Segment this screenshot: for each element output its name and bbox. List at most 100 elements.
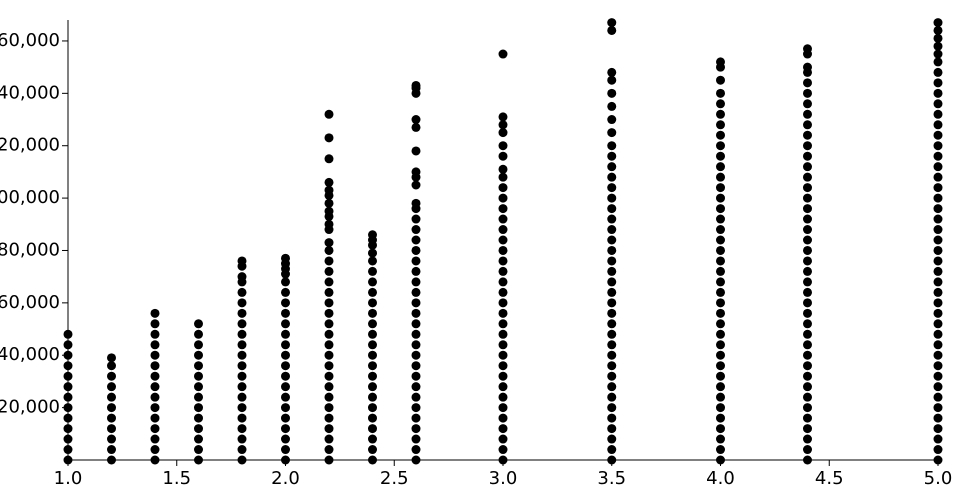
point <box>324 206 334 216</box>
point <box>281 424 290 434</box>
point <box>194 319 203 329</box>
point <box>607 445 617 455</box>
point <box>411 403 421 413</box>
point <box>150 434 160 444</box>
point <box>411 382 421 392</box>
point <box>933 204 943 214</box>
point <box>237 287 247 297</box>
point <box>411 340 421 350</box>
point <box>803 277 812 287</box>
point <box>803 193 812 203</box>
point <box>281 413 290 423</box>
point <box>411 180 421 190</box>
point <box>498 151 508 161</box>
point <box>411 266 421 276</box>
point <box>803 445 812 455</box>
point <box>150 361 160 371</box>
y-tick-label: 40,000 <box>0 344 60 365</box>
point <box>281 298 290 308</box>
point <box>281 434 290 444</box>
point <box>607 115 617 125</box>
point <box>803 350 812 360</box>
point <box>716 183 725 193</box>
point <box>368 319 377 329</box>
point <box>498 112 508 122</box>
point <box>607 424 617 434</box>
point <box>63 413 73 423</box>
point <box>324 350 334 360</box>
point <box>63 382 73 392</box>
point <box>324 198 334 208</box>
point <box>324 361 334 371</box>
point <box>803 371 812 381</box>
point <box>411 434 421 444</box>
point <box>107 392 116 402</box>
point <box>498 245 508 255</box>
point <box>716 99 725 109</box>
point <box>803 319 812 329</box>
point <box>933 319 943 329</box>
point <box>803 99 812 109</box>
point <box>498 424 508 434</box>
point <box>498 298 508 308</box>
point <box>63 403 73 413</box>
point <box>933 350 943 360</box>
point <box>281 277 290 287</box>
point <box>716 424 725 434</box>
y-tick-label: 60,000 <box>0 292 60 313</box>
point <box>107 424 116 434</box>
point <box>411 198 421 208</box>
point <box>368 298 377 308</box>
point <box>411 225 421 235</box>
point <box>498 403 508 413</box>
point <box>150 392 160 402</box>
point <box>607 67 617 77</box>
point <box>716 455 725 465</box>
point <box>498 340 508 350</box>
point <box>803 361 812 371</box>
point <box>150 319 160 329</box>
point <box>933 151 943 161</box>
point <box>411 256 421 266</box>
point <box>803 88 812 98</box>
point <box>150 455 160 465</box>
point <box>803 266 812 276</box>
point <box>933 41 943 51</box>
point <box>716 340 725 350</box>
point <box>716 308 725 318</box>
point <box>368 350 377 360</box>
point <box>933 256 943 266</box>
x-tick-label: 4.5 <box>815 468 844 489</box>
point <box>63 340 73 350</box>
point <box>194 434 203 444</box>
point <box>933 455 943 465</box>
point <box>933 18 943 28</box>
point <box>324 319 334 329</box>
point <box>411 329 421 339</box>
point <box>281 319 290 329</box>
point <box>237 350 247 360</box>
point <box>368 329 377 339</box>
point <box>150 424 160 434</box>
point <box>716 75 725 85</box>
y-tick-label: 160,000 <box>0 30 60 51</box>
point <box>933 172 943 182</box>
point <box>803 44 812 54</box>
point <box>324 371 334 381</box>
point <box>607 382 617 392</box>
point <box>933 413 943 423</box>
x-tick-label: 2.0 <box>271 468 300 489</box>
point <box>716 204 725 214</box>
point <box>324 238 334 248</box>
point <box>63 361 73 371</box>
point <box>368 340 377 350</box>
point <box>933 88 943 98</box>
point <box>368 445 377 455</box>
point <box>803 392 812 402</box>
point <box>324 219 334 229</box>
point <box>716 371 725 381</box>
point <box>607 403 617 413</box>
point <box>607 298 617 308</box>
point <box>607 25 617 35</box>
